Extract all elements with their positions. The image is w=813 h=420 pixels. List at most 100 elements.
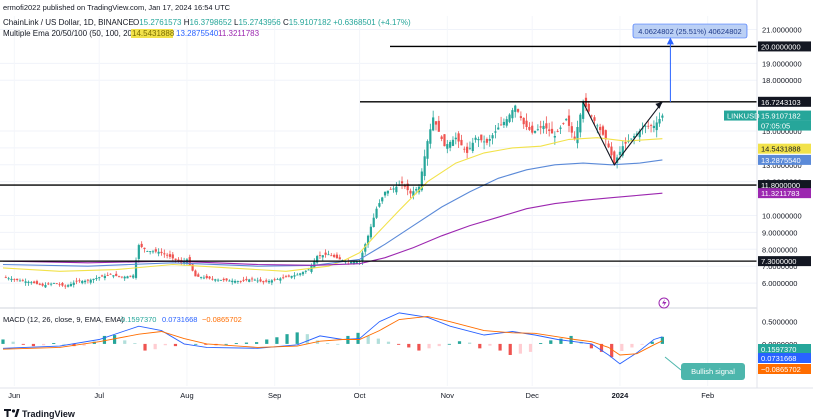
- candle-body: [236, 281, 239, 282]
- candle: [100, 274, 104, 277]
- candle: [607, 140, 610, 149]
- candle-body: [10, 278, 13, 281]
- candle: [120, 276, 123, 279]
- candle: [531, 121, 534, 135]
- candle-body: [50, 283, 53, 285]
- price-tick-label: 15.0000000: [762, 127, 802, 136]
- candle: [265, 278, 268, 283]
- candle: [177, 257, 180, 263]
- candle-body: [52, 283, 56, 284]
- candle-body: [129, 275, 132, 277]
- price-tick-label: 13.0000000: [762, 161, 802, 170]
- candle: [194, 269, 197, 277]
- candle: [624, 137, 627, 151]
- candle: [154, 247, 157, 254]
- macd-histogram-bar: [204, 343, 208, 345]
- ema-legend-label: Multiple Ema 20/50/100 (50, 100, 200): [3, 29, 139, 38]
- candle: [335, 252, 339, 259]
- candle: [284, 274, 288, 278]
- candle-body: [434, 121, 438, 125]
- macd-histogram-bar: [610, 343, 614, 358]
- macd-histogram-bar: [478, 343, 482, 349]
- horizontal-levels: [0, 45, 757, 262]
- candle-body: [474, 137, 477, 140]
- candle-body: [454, 137, 457, 140]
- candle-body: [7, 278, 10, 280]
- candle-body: [313, 260, 316, 268]
- price-label: 15.9107182: [761, 112, 801, 121]
- candle: [256, 277, 259, 284]
- candle-body: [27, 281, 30, 283]
- candle-body: [166, 254, 169, 256]
- tradingview-logo: TradingView: [4, 409, 76, 419]
- bullish-signal-callout: Bullish signal: [664, 356, 745, 380]
- countdown-bg: [758, 120, 811, 131]
- candle: [316, 254, 319, 265]
- candle: [565, 118, 568, 122]
- candle: [477, 136, 480, 147]
- candle-body: [143, 247, 146, 250]
- candle: [324, 249, 327, 258]
- macd-line-legend: 0.0731668: [162, 315, 197, 324]
- candle-body: [536, 129, 539, 131]
- macd-histogram-bar: [255, 342, 259, 344]
- candle-body: [610, 146, 613, 156]
- candle-body: [429, 129, 432, 144]
- price-tick-label: 19.0000000: [762, 59, 802, 68]
- candle: [502, 118, 506, 129]
- candle-body: [378, 203, 381, 207]
- candle: [392, 185, 395, 193]
- macd-histogram-bar: [41, 343, 46, 346]
- candle-body: [485, 139, 489, 143]
- candle-body: [157, 251, 160, 254]
- candle-body: [177, 259, 180, 262]
- candle: [508, 113, 511, 124]
- candle: [599, 123, 602, 136]
- candle-body: [395, 186, 398, 193]
- candle: [273, 277, 276, 282]
- candle-body: [154, 249, 157, 252]
- macd-histogram-bar: [539, 343, 543, 344]
- candle-body: [163, 253, 166, 255]
- candle-body: [299, 273, 302, 275]
- candle-body: [647, 125, 650, 127]
- measure-tool: 4.0624802 (25.51%) 40624802: [632, 23, 748, 102]
- candle-body: [415, 188, 418, 191]
- candle-body: [205, 275, 208, 279]
- candle: [381, 196, 384, 204]
- candle-body: [301, 272, 305, 275]
- brand-text: TradingView: [22, 409, 76, 419]
- candle-body: [222, 278, 225, 281]
- candle: [61, 282, 64, 287]
- candle: [451, 136, 455, 147]
- candle: [480, 134, 483, 143]
- candle-body: [525, 120, 528, 128]
- candle-body: [386, 190, 389, 194]
- candle: [593, 115, 596, 126]
- candle-body: [661, 115, 664, 118]
- candle-body: [55, 283, 58, 285]
- candle-body: [211, 278, 214, 280]
- candle-body: [100, 275, 104, 277]
- candle-body: [316, 256, 319, 263]
- candle-body: [41, 283, 44, 286]
- candle-body: [103, 275, 106, 279]
- candle: [129, 275, 132, 278]
- macd-histogram-bar: [457, 341, 462, 344]
- candle: [318, 251, 322, 260]
- candle-body: [282, 277, 285, 279]
- candle: [86, 278, 89, 284]
- candle: [233, 279, 237, 284]
- candle: [10, 276, 13, 282]
- candle: [191, 263, 194, 272]
- price-tick-label: 9.0000000: [762, 228, 797, 237]
- candle: [200, 276, 203, 280]
- candle: [290, 275, 293, 279]
- lightning-icon[interactable]: [658, 297, 670, 309]
- candle-body: [409, 190, 412, 194]
- candle-body: [335, 254, 339, 259]
- candle-body: [443, 134, 446, 147]
- time-tick-label: Oct: [354, 391, 367, 400]
- candle-body: [355, 261, 358, 264]
